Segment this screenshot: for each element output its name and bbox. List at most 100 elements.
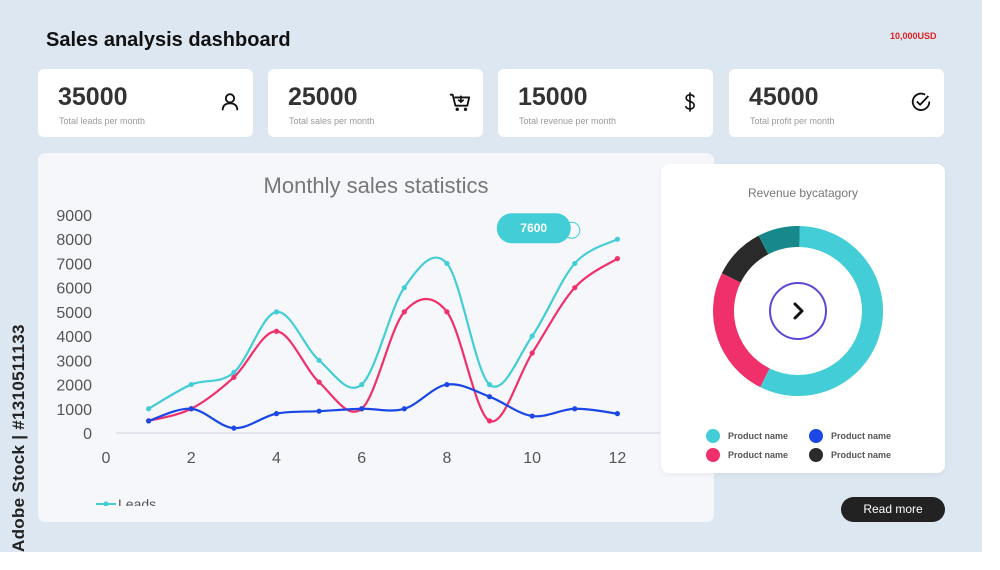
dashboard-canvas: Sales analysis dashboard 10,000USD 35000… [0,0,982,552]
tooltip-bubble [496,213,571,244]
y-tick-label: 4000 [56,329,92,346]
data-point[interactable] [316,408,322,414]
tooltip-value: 7600 [520,221,547,235]
check-circle-icon [911,92,931,111]
data-point[interactable] [486,394,493,400]
legend-label: Product name [831,450,892,460]
data-point[interactable] [231,425,237,431]
donut-chart [713,226,883,396]
stat-label: Total leads per month [59,116,146,126]
legend-item: Product name [706,429,788,443]
data-point[interactable] [231,369,237,376]
stat-card-leads[interactable]: 35000 Total leads per month [38,69,253,137]
legend-item: Product name [809,429,891,443]
data-point[interactable] [231,374,237,380]
y-tick-label: 0 [83,426,92,443]
x-tick-label: 4 [272,450,281,467]
chart-title: Monthly sales statistics [263,173,489,198]
legend-clip-mask [38,506,714,522]
stat-card-revenue[interactable]: 15000 Total revenue per month [498,69,713,137]
y-tick-label: 3000 [56,353,92,370]
data-point[interactable] [273,328,280,334]
data-point[interactable] [444,381,450,388]
data-point[interactable] [614,256,620,262]
stat-value: 45000 [749,83,819,111]
legend-dot-icon [809,448,823,462]
stat-card-sales[interactable]: 25000 Total sales per month [268,69,483,137]
data-point[interactable] [444,260,450,267]
data-point[interactable] [273,309,280,315]
donut-slice[interactable] [758,226,800,255]
legend-marker [103,501,109,507]
page-title: Sales analysis dashboard [46,29,291,51]
data-point[interactable] [572,260,578,267]
stat-value: 25000 [288,83,358,111]
data-point[interactable] [359,406,365,412]
data-point[interactable] [529,333,535,339]
legend-item: Product name [706,448,788,462]
chevron-right-icon [793,302,804,320]
stat-label: Total profit per month [750,116,835,126]
read-more-button[interactable]: Read more [841,497,945,522]
legend-item: Product name [809,448,891,462]
legend-dot-icon [809,429,823,443]
legend-label: Product name [831,431,892,441]
data-point[interactable] [401,406,407,412]
x-tick-label: 12 [608,450,626,467]
legend-label: Product name [728,450,789,460]
y-tick-label: 9000 [56,208,92,225]
y-tick-label: 2000 [56,378,92,395]
x-tick-label: 8 [442,450,451,467]
donut-center-button[interactable] [769,282,827,340]
data-point[interactable] [188,381,194,388]
stat-label: Total sales per month [289,116,375,126]
data-point[interactable] [614,236,620,242]
legend-dot-icon [706,448,720,462]
revenue-category-panel: Revenue bycatagory Product name Product … [661,164,945,473]
data-point[interactable] [529,413,535,419]
y-tick-label: 6000 [56,281,92,298]
data-point[interactable] [146,406,152,412]
donut-title: Revenue bycatagory [747,186,859,200]
data-point[interactable] [316,357,322,363]
budget-badge: 10,000USD [890,31,937,41]
data-point[interactable] [572,285,578,291]
donut-slice[interactable] [760,226,883,396]
data-point[interactable] [572,406,578,412]
dollar-icon [684,92,695,112]
x-tick-label: 6 [357,450,366,467]
data-point[interactable] [316,379,322,385]
cart-icon [449,93,471,111]
data-point[interactable] [188,406,194,412]
x-tick-label: 2 [187,450,196,467]
y-tick-label: 1000 [56,402,92,419]
y-tick-label: 5000 [56,305,92,322]
monthly-sales-chart-panel: Monthly sales statistics 0 1000 2000 3000 40… [38,153,714,522]
series-line [148,383,618,430]
data-point[interactable] [614,411,620,417]
stat-card-profit[interactable]: 45000 Total profit per month [729,69,944,137]
tooltip-pointer [563,221,581,239]
y-tick-label: 8000 [56,232,92,249]
user-icon [221,93,239,111]
stat-value: 35000 [58,83,128,111]
data-point[interactable] [401,309,407,315]
data-point[interactable] [146,418,152,424]
data-point[interactable] [273,411,280,417]
donut-slice[interactable] [721,235,769,283]
line-chart: 0 1000 2000 3000 4000 5000 6000 7000 8000 9000 0 2 4… [38,208,714,522]
x-tick-label: 10 [523,450,541,467]
stat-label: Total revenue per month [519,116,617,126]
data-point[interactable] [486,381,493,388]
donut-slice[interactable] [713,273,770,388]
data-point[interactable] [401,285,407,291]
data-point[interactable] [486,418,493,424]
stat-value: 15000 [518,83,588,111]
data-point[interactable] [359,381,365,388]
legend-label: Product name [728,431,789,441]
series-line [148,238,618,410]
data-point[interactable] [444,309,450,315]
legend-dot-icon [706,429,720,443]
side-credit: Adobe Stock | #1310511133 [9,324,28,552]
data-point[interactable] [529,350,535,356]
